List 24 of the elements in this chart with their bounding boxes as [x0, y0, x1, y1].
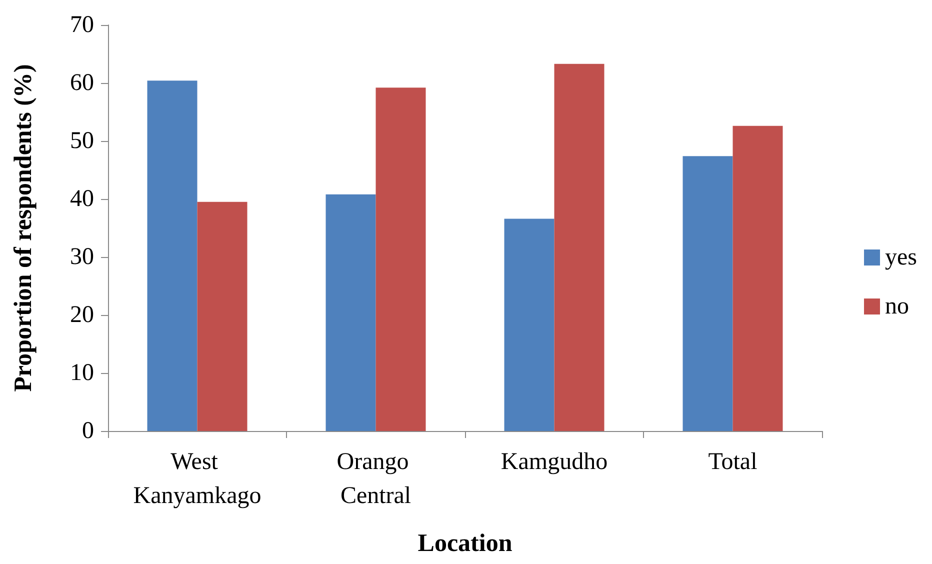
y-tick-label: 0: [82, 418, 94, 444]
bar: [682, 156, 733, 431]
bar: [326, 194, 376, 431]
y-tick-label: 70: [70, 12, 94, 38]
bar: [376, 88, 426, 431]
bar: [732, 126, 783, 431]
x-tick-label: West Kanyamkago: [133, 449, 262, 509]
y-tick-label: 50: [70, 128, 94, 154]
y-tick-label: 30: [70, 244, 94, 270]
x-tick-label: Kamgudho: [500, 449, 608, 475]
bar: [147, 80, 198, 431]
legend-label: yes: [885, 244, 918, 270]
y-tick-label: 60: [70, 70, 94, 96]
y-axis-title: Proportion of respondents (%): [10, 64, 37, 392]
x-tick-label: Total: [708, 449, 758, 475]
legend-label: no: [885, 294, 910, 320]
y-tick-label: 10: [70, 360, 94, 386]
x-tick-label: Orango Central: [336, 449, 415, 509]
bar: [197, 202, 248, 431]
y-tick-label: 40: [70, 186, 94, 212]
x-axis-title: Location: [418, 530, 512, 557]
bar: [504, 218, 554, 431]
y-tick-label: 20: [70, 302, 94, 328]
bar: [554, 64, 604, 431]
